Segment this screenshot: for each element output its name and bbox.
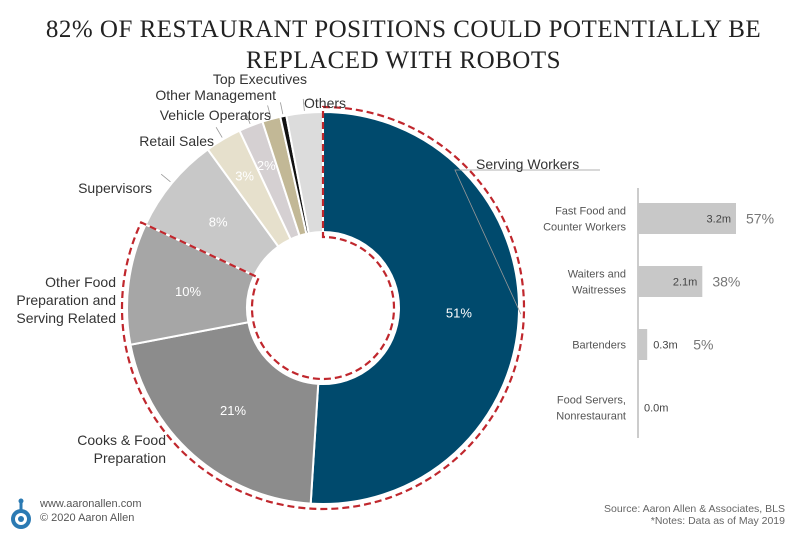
donut-slice-serving-workers: [309, 110, 520, 505]
category-label-other-management: Other Management: [155, 87, 276, 103]
bar-category-label-food-servers-nonrestaurant: Food Servers, Nonrestaurant: [556, 395, 626, 423]
connector-top-executives: [280, 102, 284, 115]
connector-vehicle-operators: [245, 112, 251, 125]
chart-title: 82% OF RESTAURANT POSITIONS COULD POTENT…: [0, 14, 807, 76]
bar-category-label-fast-food-and-counter-workers: Fast Food and Counter Workers: [543, 206, 626, 234]
connector-retail-sales: [215, 127, 223, 138]
brand: www.aaronallen.com © 2020 Aaron Allen: [10, 497, 142, 533]
bar-percent-label-bartenders: 5%: [693, 337, 713, 353]
bar-value-label-fast-food-and-counter-workers: 3.2m: [707, 214, 731, 226]
connector-other-management: [267, 105, 272, 118]
notes-text: *Notes: Data as of May 2019: [650, 515, 785, 527]
chart-title-line-2: REPLACED WITH ROBOTS: [245, 47, 562, 74]
category-label-serving-workers: Serving Workers: [476, 156, 579, 172]
connector-serving-workers: [454, 169, 600, 315]
site-url[interactable]: www.aaronallen.com: [40, 498, 142, 510]
donut-value-label-other-food-preparation-and-serving-related: 10%: [175, 284, 201, 299]
bar-category-label-bartenders: Bartenders: [572, 340, 626, 352]
donut-value-label-serving-workers: 51%: [446, 305, 472, 320]
bar-fast-food-and-counter-workers: [638, 203, 736, 234]
source-note: Source: Aaron Allen & Associates, BLS *N…: [604, 503, 785, 527]
donut-label-connectors: [160, 98, 600, 315]
bar-category-label-waiters-and-waitresses: Waiters and Waitresses: [568, 269, 627, 297]
bar-percent-label-fast-food-and-counter-workers: 57%: [746, 211, 774, 227]
donut-slice-cooks-food-preparation: [129, 321, 320, 505]
bar-waiters-and-waitresses: [638, 266, 703, 297]
copyright: © 2020 Aaron Allen: [40, 512, 135, 524]
robot-logo-icon: [11, 498, 31, 529]
category-label-cooks-food-preparation: Cooks & Food Preparation: [77, 432, 166, 466]
donut-value-label-supervisors: 8%: [209, 214, 228, 229]
bar-value-label-waiters-and-waitresses: 2.1m: [673, 277, 697, 289]
donut-value-label-retail-sales: 3%: [235, 168, 254, 183]
connector-others: [302, 98, 305, 111]
donut-value-label-vehicle-operators: 2%: [257, 158, 276, 173]
category-label-top-executives: Top Executives: [213, 71, 307, 87]
category-label-other-food-preparation-and-serving-related: Other Food Preparation and Serving Related: [16, 274, 116, 326]
chart-title-line-1: 82% OF RESTAURANT POSITIONS COULD POTENT…: [45, 16, 762, 43]
bar-percent-label-waiters-and-waitresses: 38%: [712, 274, 740, 290]
category-label-supervisors: Supervisors: [78, 180, 152, 196]
donut-chart: 51% 21% 10% 8% 3%2%: [120, 105, 526, 511]
category-label-vehicle-operators: Vehicle Operators: [160, 107, 271, 123]
donut-value-label-cooks-food-preparation: 21%: [220, 403, 246, 418]
category-label-others: Others: [304, 95, 346, 111]
bar-bartenders: [638, 329, 648, 360]
bar-value-label-food-servers-nonrestaurant: 0.0m: [644, 403, 668, 415]
bar-value-label-bartenders: 0.3m: [653, 340, 677, 352]
bar-chart: Fast Food and Counter Workers 3.2m 57% Waite…: [543, 188, 774, 438]
category-label-retail-sales: Retail Sales: [139, 133, 214, 149]
donut-category-labels: Serving Workers Cooks & Food Preparation Ot…: [16, 71, 579, 466]
source-text: Source: Aaron Allen & Associates, BLS: [604, 503, 785, 515]
highlight-outline: [120, 105, 526, 511]
connector-supervisors: [160, 173, 171, 183]
